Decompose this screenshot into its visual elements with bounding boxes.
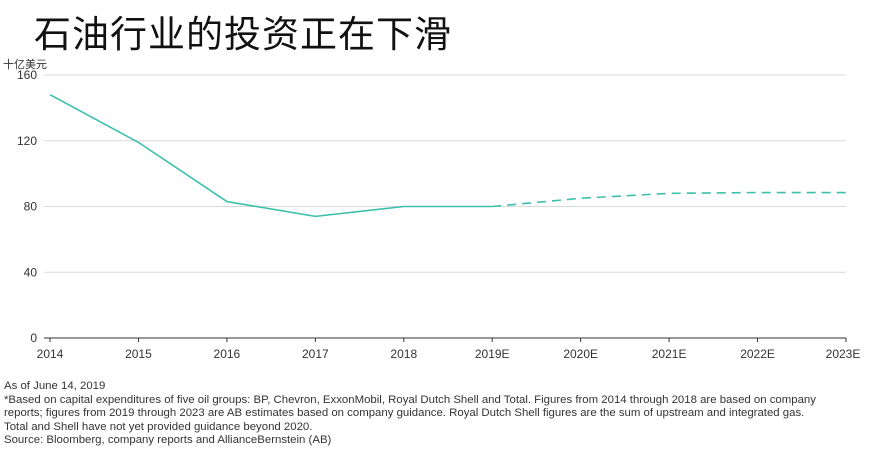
x-tick-label: 2014 xyxy=(37,347,64,361)
x-tick-label: 2016 xyxy=(214,347,241,361)
x-tick-label: 2023E xyxy=(826,347,861,361)
series-lines xyxy=(49,94,846,218)
x-tick-label: 2022E xyxy=(740,347,775,361)
footnote-line-1: *Based on capital expenditures of five o… xyxy=(4,393,816,406)
series-line-estimate xyxy=(492,191,846,208)
y-tick-label: 40 xyxy=(24,265,38,279)
footnote-line-2: reports; figures from 2019 through 2023 … xyxy=(4,407,805,420)
x-tick-label: 2018 xyxy=(390,347,417,361)
y-tick-label: 80 xyxy=(24,200,38,214)
x-tick-label: 2021E xyxy=(652,347,687,361)
y-tick-label: 160 xyxy=(17,68,37,82)
y-tick-labels: 0 40 80 120 160 xyxy=(17,68,37,345)
x-tick-label: 2015 xyxy=(125,347,152,361)
x-tick-label: 2017 xyxy=(302,347,329,361)
footnote-line-3: Total and Shell have not yet provided gu… xyxy=(4,420,313,433)
source-line: Source: Bloomberg, company reports and A… xyxy=(4,434,332,447)
x-tick-label: 2020E xyxy=(563,347,598,361)
y-axis-label: 十亿美元 xyxy=(3,58,47,71)
gridlines xyxy=(44,74,847,342)
y-tick-label: 120 xyxy=(17,134,37,148)
x-tick-labels: 2014 2015 2016 2017 2018 2019E 2020E 2021E 2022E… xyxy=(37,347,861,361)
y-tick-label: 0 xyxy=(30,331,37,345)
chart-notes: As of June 14, 2019 *Based on capital ex… xyxy=(4,380,874,448)
x-tick-label: 2019E xyxy=(475,347,510,361)
as-of-date: As of June 14, 2019 xyxy=(4,380,106,392)
series-line-actual xyxy=(49,94,493,218)
chart-title: 石油行业的投资正在下滑 xyxy=(34,13,452,56)
line-chart: 0 40 80 120 160 2014 2015 2016 2017 2018 2019E 202… xyxy=(17,68,861,361)
